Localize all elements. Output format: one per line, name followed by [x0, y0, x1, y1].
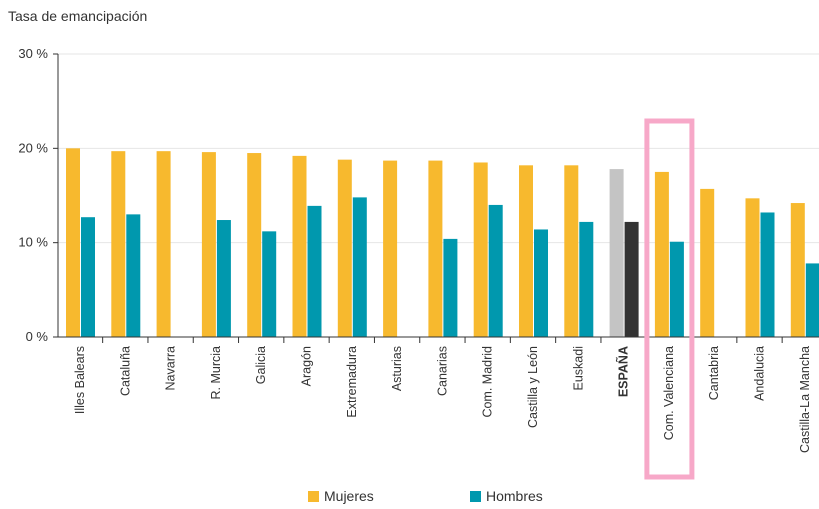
- bar-hombres-11: [579, 221, 594, 337]
- x-category-label: Euskadi: [571, 346, 585, 390]
- x-category-label: Galicia: [254, 346, 268, 384]
- bar-mujeres-6: [337, 159, 352, 337]
- bar-mujeres-1: [111, 151, 126, 337]
- bar-mujeres-14: [700, 188, 715, 337]
- legend-item-mujeres: Mujeres: [308, 488, 374, 504]
- x-category-label: Extremadura: [345, 346, 359, 418]
- bar-hombres-10: [534, 229, 548, 337]
- bar-mujeres-15: [745, 198, 760, 337]
- x-category-label: Aragón: [300, 346, 314, 386]
- legend-item-hombres: Hombres: [470, 488, 543, 504]
- legend-swatch: [470, 490, 481, 502]
- highlight-box: [644, 118, 695, 480]
- bar-mujeres-11: [564, 165, 579, 337]
- bar-hombres-16: [805, 263, 819, 337]
- bar-hombres-9: [488, 204, 503, 337]
- x-category-label: Canarias: [435, 346, 449, 396]
- bar-hombres-15: [760, 212, 775, 337]
- bar-mujeres-2: [156, 151, 171, 337]
- x-category-label: Com. Valenciana: [662, 346, 676, 440]
- x-category-label: Castilla y León: [526, 346, 540, 428]
- bar-hombres-1: [126, 214, 141, 337]
- legend: Mujeres Hombres: [0, 488, 819, 508]
- bar-mujeres-16: [790, 203, 805, 337]
- x-category-label: Asturias: [390, 346, 404, 391]
- x-axis-labels: Illes Balears Cataluña Navarra R. Murcia Gal…: [73, 337, 812, 453]
- bar-mujeres-9: [473, 162, 488, 337]
- x-category-label: Castilla-La Mancha: [798, 346, 812, 453]
- y-tick-label: 0 %: [26, 329, 49, 344]
- y-tick-label: 20 %: [18, 140, 48, 155]
- bar-hombres-3: [216, 220, 231, 337]
- bar-mujeres-12: [609, 169, 624, 337]
- bar-mujeres-10: [519, 165, 533, 337]
- bar-hombres-8: [443, 238, 458, 337]
- bars: [66, 148, 819, 337]
- bar-hombres-6: [352, 197, 367, 337]
- bar-mujeres-7: [383, 160, 398, 337]
- x-category-label: Com. Madrid: [481, 346, 495, 418]
- x-category-label: Andalucia: [753, 346, 767, 401]
- bar-mujeres-4: [247, 153, 262, 337]
- bar-mujeres-5: [292, 155, 307, 337]
- bar-hombres-4: [262, 231, 277, 337]
- x-category-label: ESPAÑA: [616, 346, 631, 397]
- x-category-label: Illes Balears: [73, 346, 87, 414]
- bar-hombres-5: [307, 205, 322, 337]
- y-axis-ticks: 0 % 10 % 20 % 30 %: [18, 46, 58, 344]
- bar-mujeres-0: [66, 148, 80, 337]
- y-tick-label: 30 %: [18, 46, 48, 61]
- x-category-label: Cataluña: [118, 346, 132, 396]
- chart-title: Tasa de emancipación: [8, 8, 148, 24]
- x-category-label: Cantabria: [707, 346, 721, 400]
- bar-mujeres-3: [201, 152, 216, 337]
- bar-hombres-0: [81, 217, 95, 337]
- bar-hombres-12: [624, 221, 639, 337]
- x-category-label: Navarra: [164, 346, 178, 391]
- bar-mujeres-8: [428, 160, 443, 337]
- legend-label: Hombres: [486, 488, 543, 504]
- legend-label: Mujeres: [324, 488, 374, 504]
- y-tick-label: 10 %: [18, 235, 48, 250]
- legend-swatch: [308, 490, 319, 502]
- x-category-label: R. Murcia: [209, 346, 223, 400]
- bar-mujeres-13: [654, 171, 669, 337]
- bar-hombres-13: [669, 241, 684, 337]
